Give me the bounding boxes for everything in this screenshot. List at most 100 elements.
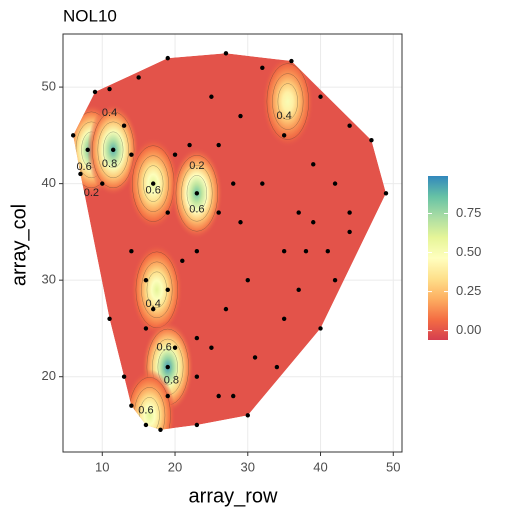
spot bbox=[252, 355, 258, 360]
x-axis-title: array_row bbox=[189, 485, 278, 507]
contour-label: 0.4 bbox=[146, 298, 161, 310]
contour-label: 0.6 bbox=[156, 342, 171, 354]
spot bbox=[281, 249, 287, 254]
spot bbox=[296, 287, 301, 293]
spot bbox=[209, 345, 214, 350]
spot bbox=[172, 345, 178, 350]
spot bbox=[238, 220, 243, 225]
contour-label: 0.2 bbox=[189, 160, 204, 172]
spot bbox=[100, 181, 105, 186]
spot bbox=[158, 427, 163, 432]
spot bbox=[216, 393, 221, 399]
spot bbox=[180, 258, 185, 264]
hotspot bbox=[130, 243, 183, 336]
contour-label: 0.4 bbox=[277, 110, 292, 122]
colorbar-label: 0.00 bbox=[456, 322, 481, 337]
spot bbox=[332, 277, 338, 283]
heatmap bbox=[73, 53, 386, 430]
spot bbox=[289, 58, 294, 64]
x-tick-label: 10 bbox=[95, 459, 109, 474]
spot bbox=[383, 191, 389, 196]
spot bbox=[281, 133, 287, 138]
spot bbox=[70, 133, 76, 138]
spot bbox=[245, 277, 250, 283]
spot bbox=[209, 94, 214, 99]
hotspot bbox=[261, 55, 314, 148]
spot bbox=[143, 326, 149, 331]
spot bbox=[318, 326, 323, 331]
spot bbox=[223, 306, 229, 312]
y-tick-label: 50 bbox=[42, 79, 56, 94]
spot bbox=[107, 86, 112, 92]
spot bbox=[318, 94, 323, 99]
spot bbox=[172, 152, 178, 157]
spot bbox=[347, 123, 352, 128]
contour-line bbox=[266, 63, 309, 140]
contour-line bbox=[143, 165, 164, 202]
spot bbox=[136, 75, 141, 80]
spot bbox=[245, 413, 250, 418]
contour-label: 0.2 bbox=[84, 187, 99, 199]
x-tick-label: 50 bbox=[386, 459, 400, 474]
spot bbox=[165, 364, 170, 370]
colorbar-label: 0.25 bbox=[456, 283, 481, 298]
colorbar bbox=[428, 176, 448, 340]
contour-line bbox=[92, 111, 135, 189]
spot bbox=[231, 393, 236, 399]
x-tick-label: 30 bbox=[241, 459, 255, 474]
spot bbox=[194, 335, 200, 341]
spot bbox=[194, 422, 200, 428]
spot bbox=[121, 374, 127, 379]
spot bbox=[369, 137, 374, 143]
contour-line bbox=[97, 121, 129, 179]
contour-line bbox=[277, 83, 298, 120]
spot bbox=[92, 89, 98, 95]
spot bbox=[260, 181, 265, 186]
contour-label: 0.6 bbox=[138, 404, 153, 416]
spot bbox=[143, 277, 149, 283]
colorbar-label: 0.75 bbox=[456, 205, 481, 220]
spot bbox=[194, 191, 200, 196]
spot bbox=[194, 374, 200, 379]
spot bbox=[165, 55, 170, 61]
contour-line bbox=[139, 397, 160, 430]
x-tick-label: 20 bbox=[168, 459, 182, 474]
spot bbox=[187, 142, 192, 148]
colorbar-label: 0.50 bbox=[456, 244, 481, 259]
spot bbox=[107, 316, 112, 321]
spot bbox=[325, 249, 330, 254]
spot bbox=[78, 171, 83, 177]
spot bbox=[311, 162, 316, 167]
spot bbox=[296, 210, 301, 215]
contour-label: 0.4 bbox=[102, 107, 117, 119]
contour-line bbox=[103, 131, 124, 169]
spot bbox=[260, 65, 265, 70]
contour-label: 0.6 bbox=[146, 184, 161, 196]
spot bbox=[216, 142, 221, 148]
y-tick-label: 20 bbox=[42, 368, 56, 383]
spot bbox=[165, 287, 170, 293]
spot bbox=[85, 147, 90, 153]
contour-line bbox=[181, 165, 213, 222]
spot bbox=[151, 306, 156, 312]
spot bbox=[231, 181, 236, 186]
y-axis-title: array_col bbox=[8, 204, 30, 286]
contour-line bbox=[137, 155, 169, 212]
spot bbox=[332, 181, 338, 186]
spot bbox=[129, 403, 134, 408]
y-tick-label: 30 bbox=[42, 272, 56, 287]
spot bbox=[216, 210, 221, 215]
contour-label: 0.8 bbox=[102, 158, 117, 170]
spot bbox=[238, 113, 243, 119]
contour-label: 0.8 bbox=[164, 374, 179, 386]
chart-title: NOL10 bbox=[63, 6, 117, 25]
spot bbox=[281, 316, 287, 321]
spot bbox=[274, 364, 280, 370]
contour-line bbox=[186, 175, 207, 212]
panel-border bbox=[62, 33, 403, 453]
spot bbox=[165, 210, 170, 215]
contour-line bbox=[141, 261, 173, 319]
spot bbox=[121, 123, 127, 128]
contour-line bbox=[175, 155, 218, 232]
